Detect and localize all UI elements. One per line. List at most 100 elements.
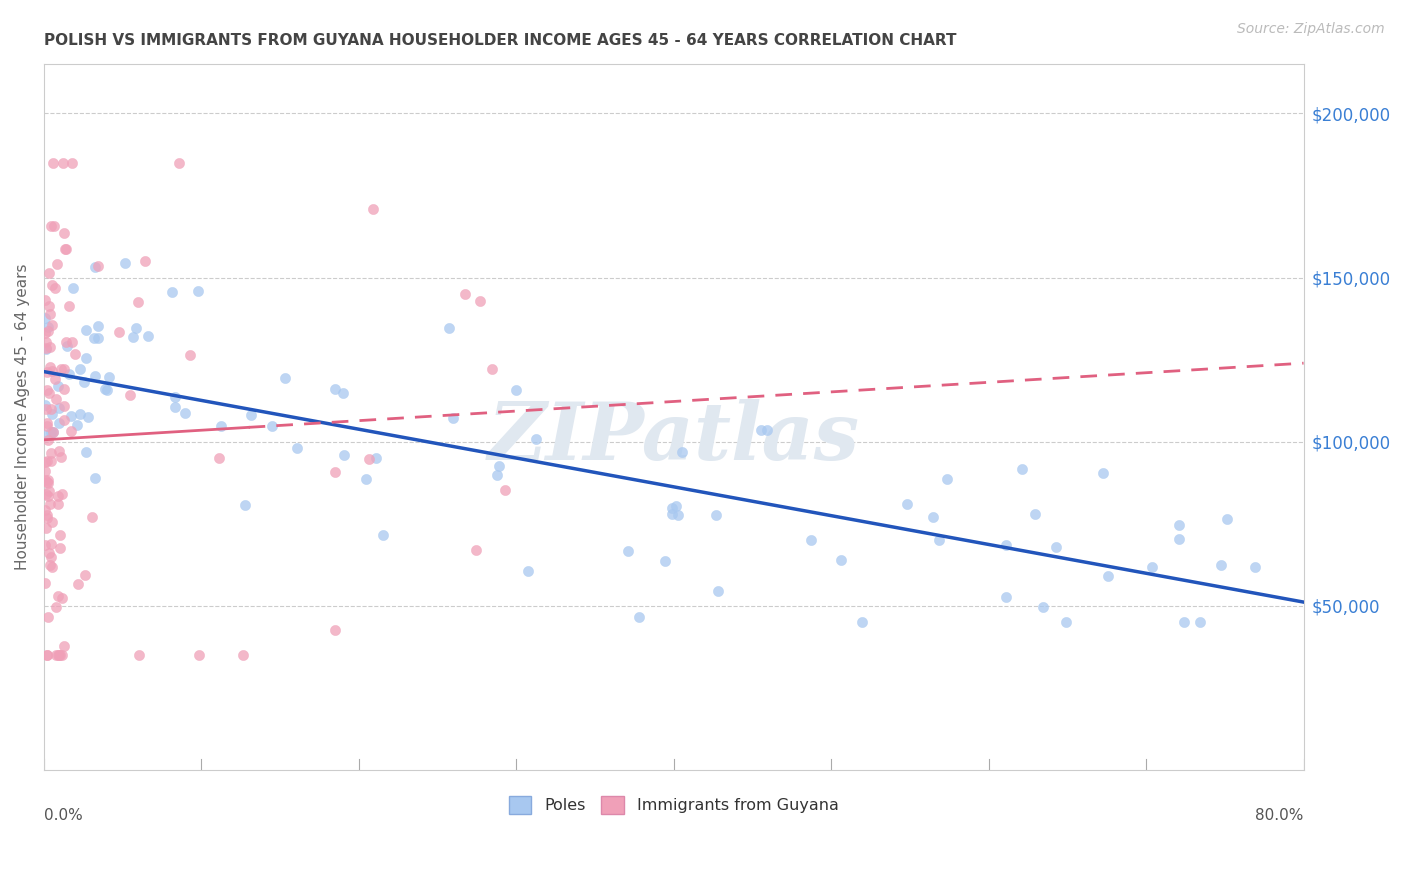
Point <box>1024 508 1046 522</box>
Point <box>34 428 56 442</box>
Point <box>37 648 59 662</box>
Point <box>661 501 683 516</box>
Point <box>704 508 727 522</box>
Point <box>38 266 60 280</box>
Point <box>53 226 76 240</box>
Point <box>120 388 142 402</box>
Point <box>994 538 1017 552</box>
Point <box>53 362 76 376</box>
Point <box>262 418 284 433</box>
Point <box>373 528 395 542</box>
Point <box>49 527 72 541</box>
Point <box>994 590 1017 604</box>
Point <box>75 351 97 365</box>
Point <box>1032 599 1054 614</box>
Point <box>55 335 77 350</box>
Point <box>37 324 59 338</box>
Text: Source: ZipAtlas.com: Source: ZipAtlas.com <box>1237 22 1385 37</box>
Point <box>69 362 91 376</box>
Point <box>922 510 945 524</box>
Text: POLISH VS IMMIGRANTS FROM GUYANA HOUSEHOLDER INCOME AGES 45 - 64 YEARS CORRELATI: POLISH VS IMMIGRANTS FROM GUYANA HOUSEHO… <box>44 33 956 48</box>
Point <box>488 458 510 473</box>
Point <box>69 407 91 421</box>
Point <box>34 473 56 487</box>
Point <box>41 364 63 378</box>
Point <box>1173 615 1195 629</box>
Point <box>38 340 60 354</box>
Point <box>134 254 156 268</box>
Point <box>35 475 58 489</box>
Point <box>1011 462 1033 476</box>
Point <box>37 434 59 448</box>
Point <box>87 331 110 345</box>
Point <box>98 369 121 384</box>
Point <box>35 648 58 662</box>
Point <box>46 648 69 662</box>
Point <box>42 425 65 439</box>
Point <box>58 367 80 381</box>
Point <box>51 362 73 376</box>
Point <box>35 365 58 379</box>
Point <box>274 371 297 385</box>
Point <box>59 409 82 423</box>
Point <box>209 419 232 434</box>
Point <box>83 331 105 345</box>
Point <box>53 382 76 396</box>
Point <box>441 410 464 425</box>
Point <box>44 219 66 233</box>
Point <box>34 293 56 308</box>
Point <box>1189 615 1212 629</box>
Point <box>75 445 97 459</box>
Point <box>167 155 190 169</box>
Point <box>38 484 60 499</box>
Point <box>51 648 73 662</box>
Point <box>53 639 76 653</box>
Point <box>60 155 83 169</box>
Point <box>84 369 107 384</box>
Point <box>46 589 69 603</box>
Point <box>35 521 58 535</box>
Point <box>454 287 477 301</box>
Point <box>52 155 75 169</box>
Point <box>46 497 69 511</box>
Point <box>39 359 62 374</box>
Point <box>357 451 380 466</box>
Point <box>1097 569 1119 583</box>
Point <box>49 541 72 556</box>
Point <box>60 424 83 438</box>
Point <box>165 390 187 404</box>
Point <box>333 448 356 462</box>
Point <box>35 486 58 500</box>
Point <box>87 259 110 273</box>
Point <box>48 401 70 416</box>
Point <box>45 392 67 407</box>
Point <box>707 584 730 599</box>
Point <box>39 401 62 416</box>
Point <box>37 609 59 624</box>
Point <box>45 600 67 615</box>
Point <box>749 423 772 437</box>
Point <box>82 510 104 524</box>
Point <box>38 299 60 313</box>
Point <box>41 515 63 529</box>
Point <box>896 497 918 511</box>
Point <box>48 648 70 662</box>
Point <box>75 567 97 582</box>
Point <box>41 407 63 421</box>
Point <box>125 321 148 335</box>
Text: ZIPatlas: ZIPatlas <box>488 400 860 477</box>
Point <box>48 648 70 662</box>
Point <box>464 542 486 557</box>
Point <box>44 371 66 385</box>
Point <box>1054 615 1077 629</box>
Point <box>1092 466 1115 480</box>
Point <box>1168 517 1191 532</box>
Point <box>39 425 62 439</box>
Point <box>127 294 149 309</box>
Point <box>108 326 131 340</box>
Point <box>285 441 308 455</box>
Point <box>53 413 76 427</box>
Point <box>35 454 58 468</box>
Point <box>67 577 90 591</box>
Point <box>34 335 56 350</box>
